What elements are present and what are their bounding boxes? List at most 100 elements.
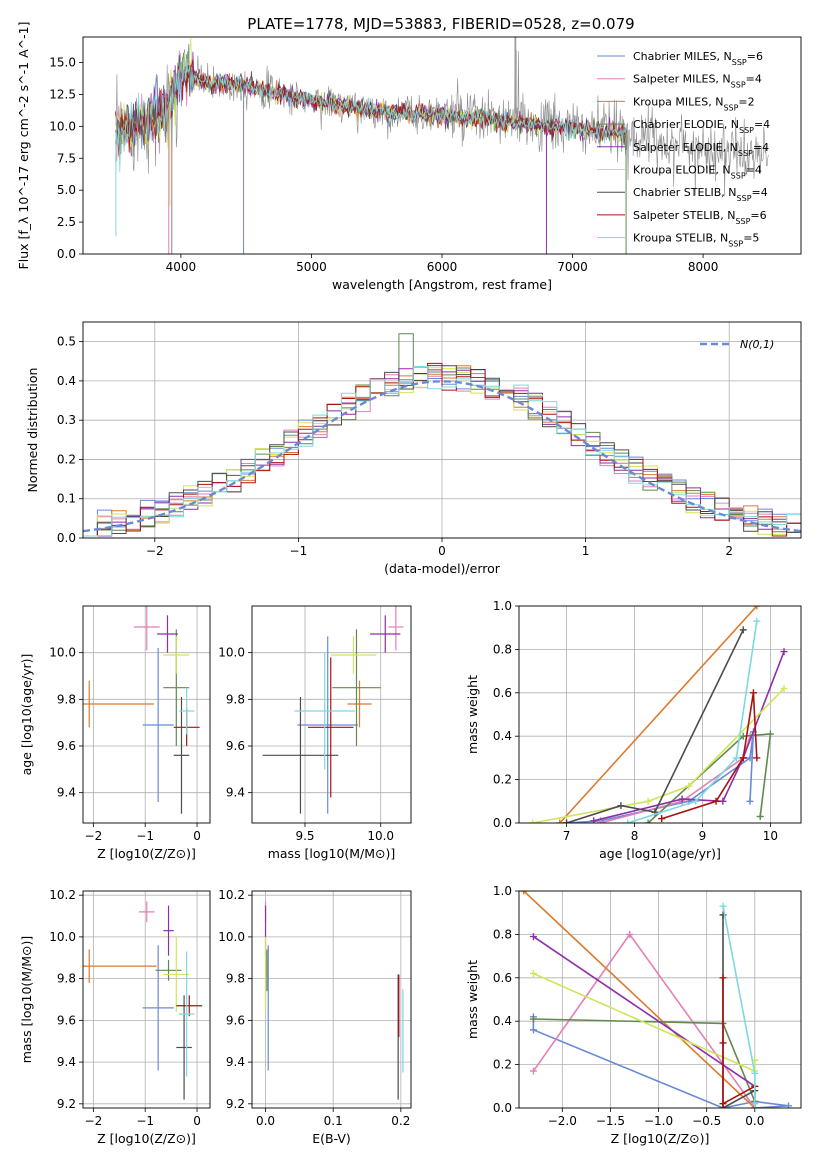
weight-marker [556, 819, 564, 823]
errorbar-point-8 [176, 995, 203, 1017]
y-tick-label: 0.8 [493, 642, 512, 656]
errorbar-point-3 [83, 680, 155, 728]
weight-marker [624, 819, 632, 823]
weight-marker [732, 754, 740, 762]
y-tick-label: 9.6 [57, 1013, 76, 1027]
legend-label-4: Chabrier ELODIE, NSSP=4 [633, 118, 770, 135]
errorbar-point-2 [388, 606, 404, 651]
x-tick-label: −1.0 [644, 1114, 673, 1128]
y-axis-label: mass weight [465, 675, 480, 754]
x-axis-label: age [log10(age/yr)] [599, 846, 721, 861]
x-tick-label: 1 [582, 544, 590, 558]
plot-area-massweight-vs-age [529, 606, 788, 823]
y-axis-label: age [log10(age/yr)] [19, 654, 34, 776]
axes-frame [82, 605, 211, 824]
axes-frame [82, 36, 802, 255]
errorbar-point-7 [176, 995, 192, 1100]
weight-marker [751, 1069, 759, 1077]
legend-subscript: SSP [728, 239, 743, 248]
legend-subscript: SSP [735, 216, 750, 225]
y-tick-label: 10.2 [218, 888, 245, 902]
legend-text-end: =6 [747, 50, 763, 63]
axes-residuals: −2 −1 0 1 2 0.0 0.1 0.2 0.3 0.4 0.5 (data-model)/er… [25, 321, 802, 576]
weight-marker [520, 891, 528, 895]
model-spectrum-line-7 [115, 55, 628, 151]
errorbar-point-5 [370, 615, 401, 653]
weight-marker [692, 797, 700, 805]
x-tick-label: −2.0 [548, 1114, 577, 1128]
y-tick-label: 10.0 [49, 646, 76, 660]
errorbar-point-1 [297, 636, 358, 814]
x-tick-label: 9 [699, 829, 707, 843]
y-tick-label: 10.2 [49, 888, 76, 902]
x-tick-label: 6000 [427, 260, 458, 274]
axes-frame [251, 605, 412, 824]
x-tick-label: 0 [438, 544, 446, 558]
weight-marker [719, 974, 727, 982]
x-tick-label: −2 [146, 544, 164, 558]
weight-series-line [566, 731, 755, 823]
errorbar-point-6 [330, 636, 377, 674]
legend-text: Kroupa MILES, N [633, 95, 723, 108]
legend-label-1: Chabrier MILES, NSSP=6 [633, 50, 763, 67]
weight-marker [746, 797, 754, 805]
y-axis-label: mass [log10(M/M⊙)] [19, 936, 34, 1064]
x-tick-label: 10 [763, 829, 778, 843]
weight-series-line [533, 972, 756, 1087]
y-tick-label: 9.8 [57, 972, 76, 986]
legend-subscript: SSP [731, 80, 746, 89]
y-tick-label: 9.6 [226, 1013, 245, 1027]
weight-series-line [523, 891, 756, 1108]
x-tick-label: −2 [85, 1114, 103, 1128]
x-tick-label: −1 [136, 1114, 154, 1128]
weight-series-7 [563, 626, 747, 823]
weight-marker [746, 754, 754, 762]
y-tick-label: 0.1 [57, 492, 76, 506]
y-tick-label: 0.2 [493, 773, 512, 787]
weight-series-7 [719, 911, 759, 1108]
axes-massweight-vs-Z: −2.0 −1.5 −1.0 −0.5 0.0 0.0 0.2 0.4 0.6 0.8 1.0 Z [… [465, 884, 802, 1146]
legend-text-end: =4 [746, 164, 762, 177]
weight-marker [563, 819, 571, 823]
y-tick-label: 0.2 [493, 1058, 512, 1072]
weight-marker [739, 626, 747, 634]
legend-label-9: Kroupa STELIB, NSSP=5 [633, 232, 759, 249]
y-tick-label: 9.4 [57, 786, 76, 800]
weight-marker [719, 902, 727, 910]
plot-area-spectrum [115, 37, 769, 254]
weight-marker [590, 817, 598, 823]
x-tick-label: −2 [85, 829, 103, 843]
x-tick-label: 0.0 [745, 1114, 764, 1128]
weight-series-6 [529, 684, 788, 823]
weight-marker [644, 819, 652, 823]
weight-marker [529, 1015, 537, 1023]
weight-series-line [627, 621, 758, 823]
legend-text-end: =4 [753, 141, 769, 154]
y-tick-label: 9.2 [226, 1097, 245, 1111]
y-tick-label: 0.0 [493, 1101, 512, 1115]
errorbar-point-3 [347, 680, 372, 728]
legend-text-end: =5 [743, 232, 759, 245]
axes-spectrum: 4000 5000 6000 7000 8000 0.0 2.5 5.0 7.5 10.0 12.5… [16, 22, 802, 292]
weight-series-line [566, 629, 744, 823]
axes-frame [518, 605, 802, 824]
x-tick-label: 0.2 [391, 1114, 410, 1128]
y-tick-label: 5.0 [57, 183, 76, 197]
model-spectrum-line-9 [115, 58, 628, 173]
legend-subscript: SSP [732, 58, 747, 67]
weight-series-9 [719, 902, 759, 1108]
legend-label-normal: N(0,1) [740, 338, 774, 351]
y-tick-label: 10.0 [49, 119, 76, 133]
axes-mass-vs-ebv: 0.0 0.1 0.2 9.2 9.4 9.6 9.8 10.0 10.2 E(B-V) [218, 888, 412, 1146]
legend-text-end: =6 [750, 209, 766, 222]
axes-mass-vs-Z: −2 −1 0 9.2 9.4 9.6 9.8 10.0 10.2 Z [log10(Z/Z⊙)]… [19, 888, 211, 1146]
weight-series-4 [529, 1015, 759, 1108]
histogram-step-9 [83, 366, 801, 538]
errorbar-point-1 [142, 648, 174, 802]
y-tick-label: 0.3 [57, 413, 76, 427]
legend-subscript: SSP [738, 148, 753, 157]
y-tick-label: 1.0 [493, 599, 512, 613]
y-tick-label: 9.4 [226, 1055, 245, 1069]
weight-marker [753, 617, 761, 625]
weight-marker [685, 782, 693, 790]
